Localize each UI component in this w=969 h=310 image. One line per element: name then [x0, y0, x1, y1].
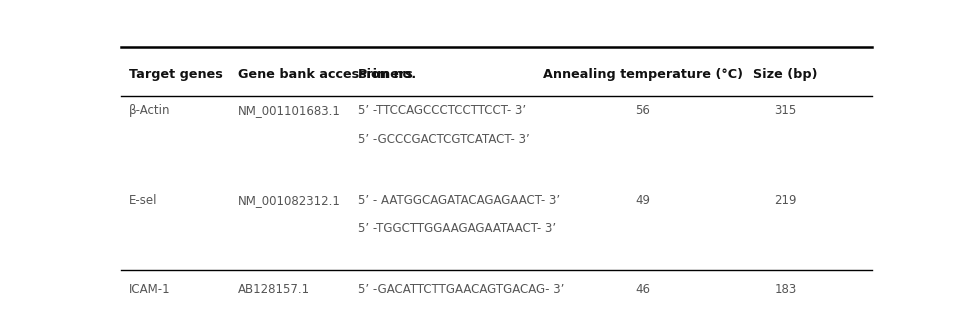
Text: 219: 219: [774, 193, 797, 206]
Text: Target genes: Target genes: [129, 68, 222, 81]
Text: 5’ -GACATTCTTGAACAGTGACAG- 3’: 5’ -GACATTCTTGAACAGTGACAG- 3’: [358, 283, 564, 296]
Text: β-Actin: β-Actin: [129, 104, 171, 117]
Text: 56: 56: [636, 104, 650, 117]
Text: NM_001101683.1: NM_001101683.1: [237, 104, 340, 117]
Text: 5’ -TGGCTTGGAAGAGAATAACT- 3’: 5’ -TGGCTTGGAAGAGAATAACT- 3’: [358, 222, 556, 235]
Text: NM_001082312.1: NM_001082312.1: [237, 193, 340, 206]
Text: Annealing temperature (°C): Annealing temperature (°C): [543, 68, 743, 81]
Text: 46: 46: [636, 283, 650, 296]
Text: Primers: Primers: [358, 68, 414, 81]
Text: 5’ -GCCCGACTCGTCATACT- 3’: 5’ -GCCCGACTCGTCATACT- 3’: [358, 133, 529, 146]
Text: 315: 315: [774, 104, 797, 117]
Text: ICAM-1: ICAM-1: [129, 283, 171, 296]
Text: AB128157.1: AB128157.1: [237, 283, 310, 296]
Text: E-sel: E-sel: [129, 193, 157, 206]
Text: 183: 183: [774, 283, 797, 296]
Text: 5’ -TTCCAGCCCTCCTTCCT- 3’: 5’ -TTCCAGCCCTCCTTCCT- 3’: [358, 104, 526, 117]
Text: Gene bank accession no.: Gene bank accession no.: [237, 68, 416, 81]
Text: 49: 49: [636, 193, 650, 206]
Text: 5’ - AATGGCAGATACAGAGAACT- 3’: 5’ - AATGGCAGATACAGAGAACT- 3’: [358, 193, 560, 206]
Text: Size (bp): Size (bp): [754, 68, 818, 81]
